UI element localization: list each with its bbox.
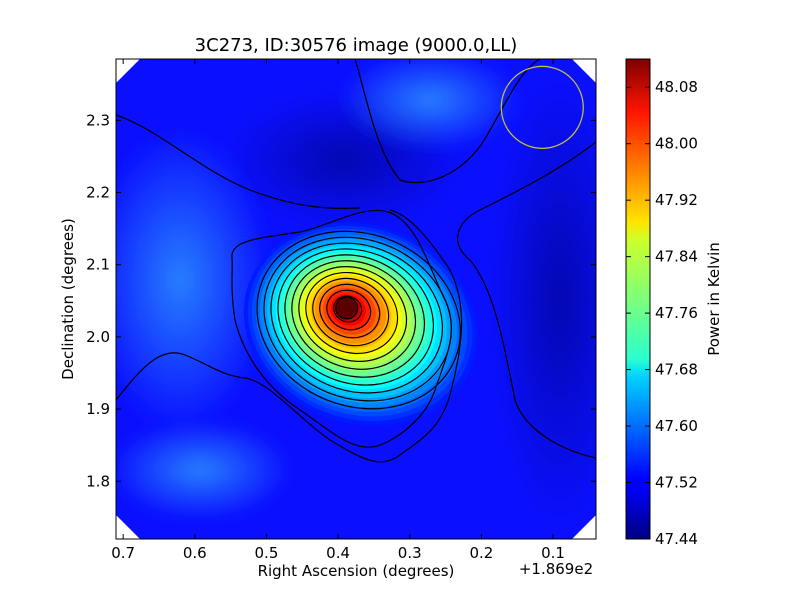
contour-ring — [270, 242, 444, 394]
y-tick-label: 2.2 — [86, 184, 110, 202]
contour-ring — [284, 254, 426, 378]
x-tick-label: 0.7 — [111, 544, 135, 562]
x-tick-label: 0.3 — [398, 544, 422, 562]
x-axis-ticks: 0.7 0.6 0.5 0.4 0.3 0.2 0.1 — [111, 59, 565, 562]
colorbar-tick-label: 47.92 — [655, 191, 698, 209]
x-tick-label: 0.2 — [469, 544, 493, 562]
contour-ring — [291, 260, 417, 370]
y-tick-label: 1.8 — [86, 472, 110, 490]
contour-ring — [312, 277, 390, 347]
colorbar-tick-label: 47.44 — [655, 530, 698, 548]
contour-ring — [326, 289, 372, 331]
contour-ring — [333, 295, 363, 323]
x-tick-label: 0.5 — [255, 544, 279, 562]
x-tick-label: 0.6 — [183, 544, 207, 562]
beam-circle — [500, 65, 584, 149]
colorbar-tick-label: 47.76 — [655, 304, 698, 322]
contour-outer — [231, 209, 452, 448]
colorbar-tick-label: 47.68 — [655, 361, 698, 379]
colorbar-tick-label: 47.52 — [655, 474, 698, 492]
y-tick-label: 2.0 — [86, 328, 110, 346]
y-axis-label: Declination (degrees) — [59, 218, 77, 380]
plot-area — [116, 59, 596, 539]
contour-outer — [116, 114, 361, 209]
colorbar — [626, 59, 650, 539]
contour-lines — [116, 59, 596, 463]
x-axis-label: Right Ascension (degrees) — [258, 562, 455, 580]
contour-ring — [319, 283, 381, 339]
y-tick-label: 1.9 — [86, 400, 110, 418]
contour-ring — [305, 271, 399, 355]
contour-ring — [298, 266, 408, 362]
y-axis-ticks: 2.3 2.2 2.1 2.0 1.9 1.8 — [86, 111, 596, 490]
peak-marker — [335, 296, 359, 320]
contour-outer — [116, 209, 463, 463]
plot-frame — [115, 58, 597, 540]
y-tick-label: 2.1 — [86, 256, 110, 274]
contour-outer — [457, 141, 596, 459]
y-tick-label: 2.3 — [86, 111, 110, 129]
colorbar-tick-label: 47.60 — [655, 417, 698, 435]
colorbar-frame — [625, 58, 651, 540]
colorbar-ticks: 48.08 48.00 47.92 47.84 47.76 47.68 47.60 47.52… — [626, 78, 698, 548]
colorbar-tick-label: 48.08 — [655, 78, 698, 96]
x-tick-label: 0.1 — [541, 544, 565, 562]
colorbar-tick-label: 47.84 — [655, 248, 698, 266]
contour-outer — [354, 59, 541, 184]
x-tick-label: 0.4 — [326, 544, 350, 562]
contour-ring — [256, 230, 461, 410]
colorbar-label: Power in Kelvin — [705, 242, 723, 356]
contour-ring — [277, 248, 435, 386]
colorbar-tick-label: 48.00 — [655, 135, 698, 153]
heatmap-shading — [116, 59, 596, 530]
x-axis-offset: +1.869e2 — [519, 560, 593, 578]
chart-title: 3C273, ID:30576 image (9000.0,LL) — [195, 35, 518, 56]
